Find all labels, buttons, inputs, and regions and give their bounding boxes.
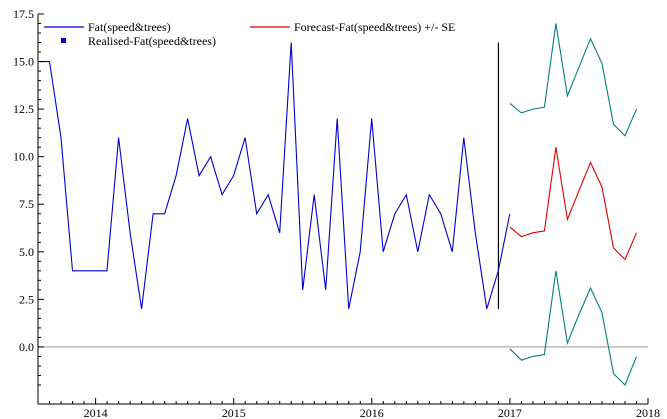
- series-lines: [38, 23, 638, 386]
- y-tick-label: 10.0: [13, 150, 34, 164]
- y-tick-label: 12.5: [13, 102, 34, 116]
- y-tick-label: 7.5: [19, 197, 34, 211]
- series-line-1: [509, 147, 638, 261]
- series-line-0: [38, 42, 511, 310]
- y-tick-label: 15.0: [13, 55, 34, 69]
- series-line-3: [509, 270, 638, 386]
- axes: 0.0 2.5 5.0 7.5 10.0 12.5 15.0 17.5 2014 2015 2016…: [13, 7, 660, 419]
- legend: Fat(speed&trees) Forecast-Fat(speed&trees…: [44, 20, 455, 48]
- legend-label-1: Forecast-Fat(speed&trees) +/- SE: [294, 20, 455, 34]
- reference-lines: [38, 42, 648, 348]
- x-tick-label: 2016: [360, 406, 384, 419]
- y-tick-label: 17.5: [13, 7, 34, 21]
- y-tick-label: 5.0: [19, 245, 34, 259]
- x-tick-label: 2014: [84, 406, 108, 419]
- series-line-2: [509, 23, 638, 137]
- x-tick-label: 2017: [498, 406, 522, 419]
- x-tick-label: 2015: [222, 406, 246, 419]
- legend-label-2: Realised-Fat(speed&trees): [88, 34, 216, 48]
- legend-swatch-2: [61, 38, 66, 43]
- y-tick-label: 2.5: [19, 292, 34, 306]
- x-tick-label: 2018: [636, 406, 660, 419]
- y-tick-label: 0.0: [19, 340, 34, 354]
- legend-label-0: Fat(speed&trees): [88, 20, 171, 34]
